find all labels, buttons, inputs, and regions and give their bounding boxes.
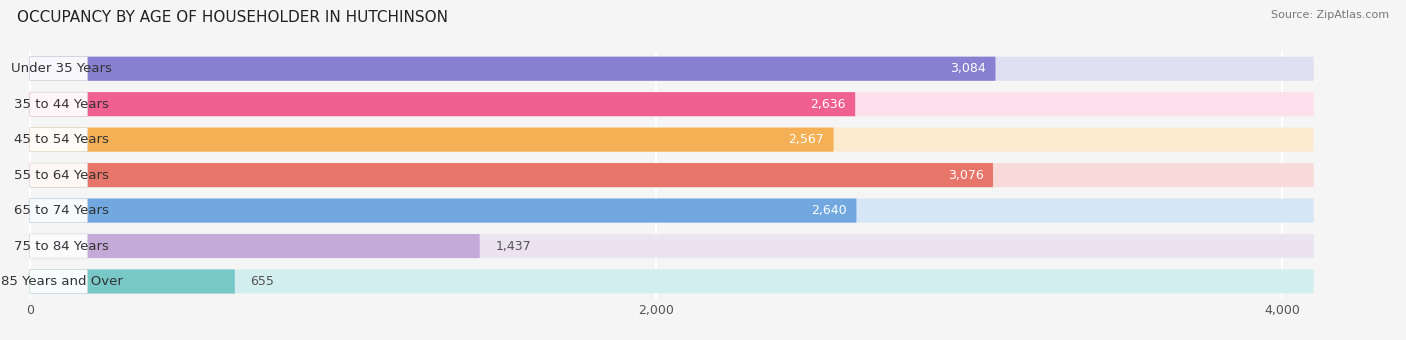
FancyBboxPatch shape [30, 234, 87, 258]
FancyBboxPatch shape [30, 199, 1313, 223]
FancyBboxPatch shape [30, 163, 1313, 187]
Text: 655: 655 [250, 275, 274, 288]
Text: 3,076: 3,076 [948, 169, 984, 182]
Text: 85 Years and Over: 85 Years and Over [1, 275, 122, 288]
Text: 2,636: 2,636 [810, 98, 846, 111]
Text: 3,084: 3,084 [950, 62, 986, 75]
FancyBboxPatch shape [30, 92, 855, 116]
FancyBboxPatch shape [30, 57, 1313, 81]
FancyBboxPatch shape [30, 57, 87, 81]
FancyBboxPatch shape [30, 128, 1313, 152]
Text: 1,437: 1,437 [495, 239, 531, 253]
Text: 55 to 64 Years: 55 to 64 Years [14, 169, 110, 182]
FancyBboxPatch shape [30, 163, 993, 187]
FancyBboxPatch shape [30, 234, 479, 258]
Text: 75 to 84 Years: 75 to 84 Years [14, 239, 110, 253]
FancyBboxPatch shape [30, 57, 995, 81]
Text: 2,640: 2,640 [811, 204, 846, 217]
Text: 45 to 54 Years: 45 to 54 Years [14, 133, 110, 146]
Text: 35 to 44 Years: 35 to 44 Years [14, 98, 110, 111]
Text: 65 to 74 Years: 65 to 74 Years [14, 204, 110, 217]
FancyBboxPatch shape [30, 128, 87, 152]
FancyBboxPatch shape [30, 92, 1313, 116]
FancyBboxPatch shape [30, 234, 1313, 258]
Text: Under 35 Years: Under 35 Years [11, 62, 112, 75]
FancyBboxPatch shape [30, 269, 235, 293]
FancyBboxPatch shape [30, 128, 834, 152]
Text: Source: ZipAtlas.com: Source: ZipAtlas.com [1271, 10, 1389, 20]
FancyBboxPatch shape [30, 92, 87, 116]
Text: 2,567: 2,567 [789, 133, 824, 146]
FancyBboxPatch shape [30, 163, 87, 187]
Text: OCCUPANCY BY AGE OF HOUSEHOLDER IN HUTCHINSON: OCCUPANCY BY AGE OF HOUSEHOLDER IN HUTCH… [17, 10, 449, 25]
FancyBboxPatch shape [30, 269, 87, 293]
FancyBboxPatch shape [30, 269, 1313, 293]
FancyBboxPatch shape [30, 199, 856, 223]
FancyBboxPatch shape [30, 199, 87, 223]
